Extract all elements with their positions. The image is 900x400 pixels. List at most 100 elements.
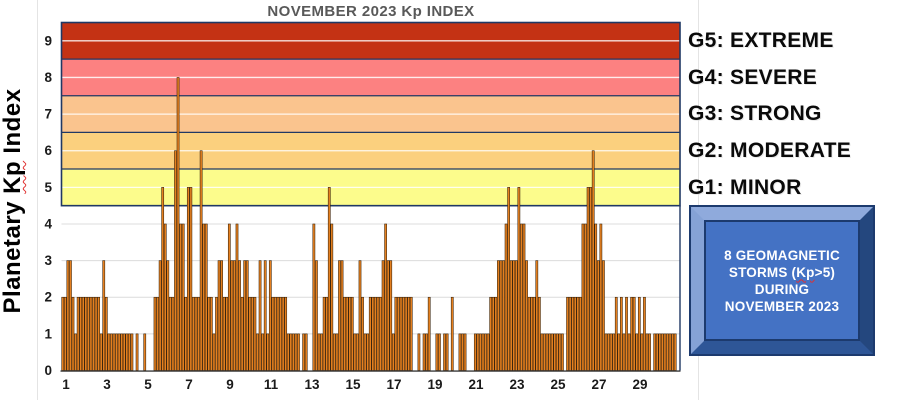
kp-bar xyxy=(622,333,626,371)
chart-title: NOVEMBER 2023 Kp INDEX xyxy=(267,3,475,20)
kp-bar xyxy=(338,260,341,371)
kp-bar xyxy=(599,223,603,371)
kp-bar xyxy=(509,260,513,371)
kp-bar xyxy=(117,333,121,371)
x-tick-label-7: 7 xyxy=(185,377,193,392)
kp-bar xyxy=(381,260,385,371)
kp-bar xyxy=(81,296,85,371)
kp-bar xyxy=(125,333,129,371)
kp-bar xyxy=(171,296,175,371)
kp-bar xyxy=(235,223,239,371)
kp-bar xyxy=(128,333,131,371)
storm-count-callout-bevel xyxy=(691,207,873,354)
kp-bar xyxy=(279,296,282,371)
kp-bar xyxy=(568,296,572,371)
kp-bar xyxy=(335,333,339,371)
kp-bar xyxy=(166,260,170,371)
y-tick-label-0: 0 xyxy=(44,363,52,378)
kp-bar xyxy=(240,296,244,371)
kp-bar xyxy=(368,296,372,371)
kp-bar xyxy=(199,150,203,371)
kp-bar xyxy=(427,296,431,371)
kp-bar xyxy=(384,223,387,371)
kp-bar xyxy=(481,333,485,371)
kp-bar xyxy=(186,187,190,371)
kp-bar xyxy=(104,296,108,371)
kp-bar xyxy=(158,260,162,371)
kp-bar xyxy=(115,333,118,371)
kp-bar xyxy=(661,333,664,371)
kp-bar xyxy=(499,260,503,371)
kp-bar xyxy=(497,260,500,371)
kp-bar xyxy=(212,333,216,371)
y-tick-label-1: 1 xyxy=(44,326,52,341)
kp-bar xyxy=(579,296,582,371)
legend-item-g3: G3: STRONG xyxy=(688,102,822,125)
kp-bar xyxy=(535,260,539,371)
kp-bar xyxy=(473,333,477,371)
legend-item-g2: G2: MODERATE xyxy=(688,139,852,162)
kp-bar xyxy=(333,333,336,371)
kp-bar xyxy=(161,187,165,371)
kp-bar xyxy=(558,333,562,371)
storm-count-line2: STORMS (Kp>5) xyxy=(728,264,836,280)
kp-bar xyxy=(245,260,249,371)
kp-bar xyxy=(215,296,218,371)
kp-bar xyxy=(358,260,362,371)
x-tick-label-13: 13 xyxy=(304,377,320,392)
kp-bar xyxy=(79,296,83,371)
kp-bar xyxy=(527,296,531,371)
kp-bar xyxy=(422,333,426,371)
kp-bar xyxy=(192,296,195,371)
kp-bar xyxy=(604,333,608,371)
kp-bar xyxy=(71,296,75,371)
kp-bar xyxy=(371,296,375,371)
kp-bar xyxy=(238,260,241,371)
y-tick-label-2: 2 xyxy=(44,290,52,305)
kp-bar xyxy=(561,333,564,371)
kp-bar xyxy=(261,333,264,371)
kp-bar xyxy=(102,260,106,371)
kp-bar xyxy=(525,260,528,371)
kp-bar xyxy=(637,296,641,371)
kp-bar xyxy=(304,333,308,371)
kp-bar xyxy=(130,333,134,371)
kp-bar xyxy=(363,333,367,371)
kp-bar xyxy=(112,333,116,371)
kp-bar xyxy=(635,333,639,371)
kp-bar xyxy=(586,187,590,371)
kp-bar xyxy=(94,296,98,371)
kp-bar xyxy=(407,296,411,371)
kp-bar xyxy=(607,333,610,371)
kp-bar xyxy=(376,296,380,371)
kp-bar xyxy=(522,223,526,371)
kp-bar xyxy=(210,296,213,371)
kp-bar xyxy=(361,296,364,371)
kp-bar xyxy=(274,296,277,371)
kp-bar xyxy=(251,296,254,371)
kp-bar xyxy=(233,260,236,371)
kp-bar xyxy=(268,260,272,371)
kp-bar xyxy=(584,223,587,371)
kp-bar xyxy=(512,260,516,371)
kp-bar xyxy=(494,296,498,371)
kp-bar xyxy=(217,260,221,371)
kp-bar xyxy=(271,296,275,371)
kp-bar xyxy=(222,296,226,371)
kp-bar xyxy=(197,296,200,371)
kp-bar xyxy=(92,296,95,371)
kp-bar xyxy=(643,296,646,371)
kp-bar xyxy=(445,333,449,371)
kp-bar xyxy=(122,333,126,371)
kp-bar xyxy=(286,333,290,371)
kp-bar xyxy=(281,296,285,371)
kp-bar xyxy=(517,187,521,371)
kp-bar xyxy=(620,296,623,371)
kp-bar xyxy=(325,296,329,371)
kp-bar xyxy=(640,333,644,371)
kp-bar xyxy=(348,296,352,371)
kp-bar xyxy=(135,333,139,371)
kp-bar xyxy=(69,260,72,371)
kp-bar xyxy=(84,296,88,371)
kp-bar xyxy=(486,333,490,371)
